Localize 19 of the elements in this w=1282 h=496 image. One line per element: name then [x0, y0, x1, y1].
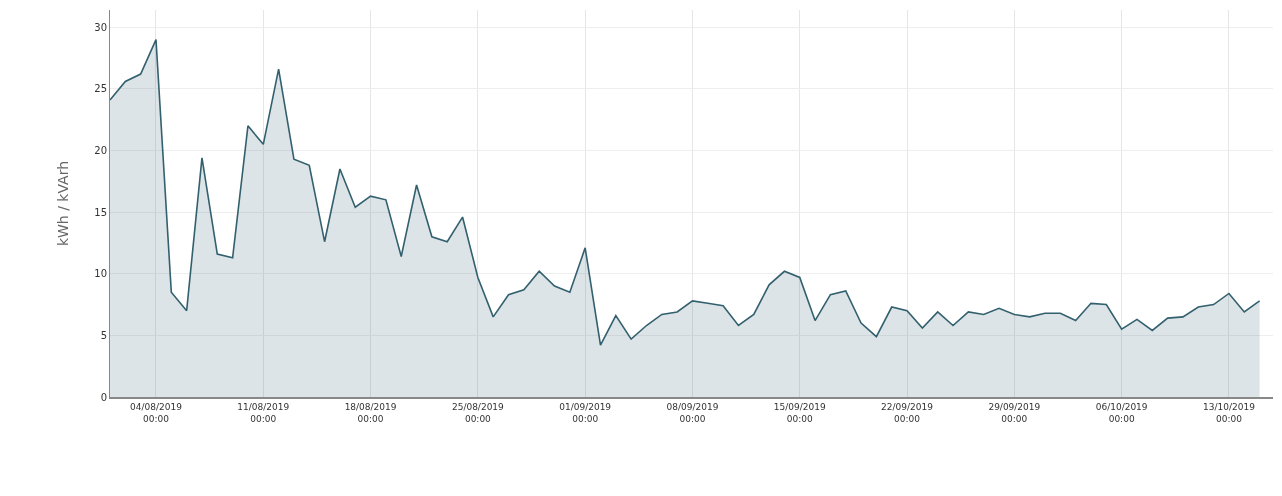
x-tick-label: 25/08/2019 00:00 — [451, 401, 505, 424]
x-tick-label: 22/09/2019 00:00 — [881, 401, 934, 424]
y-tick-label: 0 — [100, 391, 107, 403]
x-tick-label: 29/09/2019 00:00 — [988, 401, 1041, 424]
y-tick-label: 25 — [94, 83, 107, 95]
x-tick-label: 06/10/2019 00:00 — [1095, 401, 1148, 424]
x-tick-label: 18/08/2019 00:00 — [344, 401, 397, 424]
y-tick-label: 15 — [94, 206, 107, 218]
y-tick-label: 10 — [94, 268, 107, 280]
x-tick-label: 01/09/2019 00:00 — [559, 401, 612, 424]
x-tick-label: 15/09/2019 00:00 — [773, 401, 826, 424]
x-tick-label: 08/09/2019 00:00 — [666, 401, 719, 424]
y-tick-label: 20 — [94, 145, 107, 156]
x-tick-label: 04/08/2019 00:00 — [130, 401, 183, 424]
x-tick-label: 11/08/2019 00:00 — [237, 401, 290, 424]
y-tick-label: 30 — [94, 21, 107, 33]
y-axis-title: kWh / kVArh — [54, 160, 71, 247]
y-tick-label: 5 — [100, 329, 107, 341]
x-tick-label: 13/10/2019 00:00 — [1202, 401, 1256, 424]
